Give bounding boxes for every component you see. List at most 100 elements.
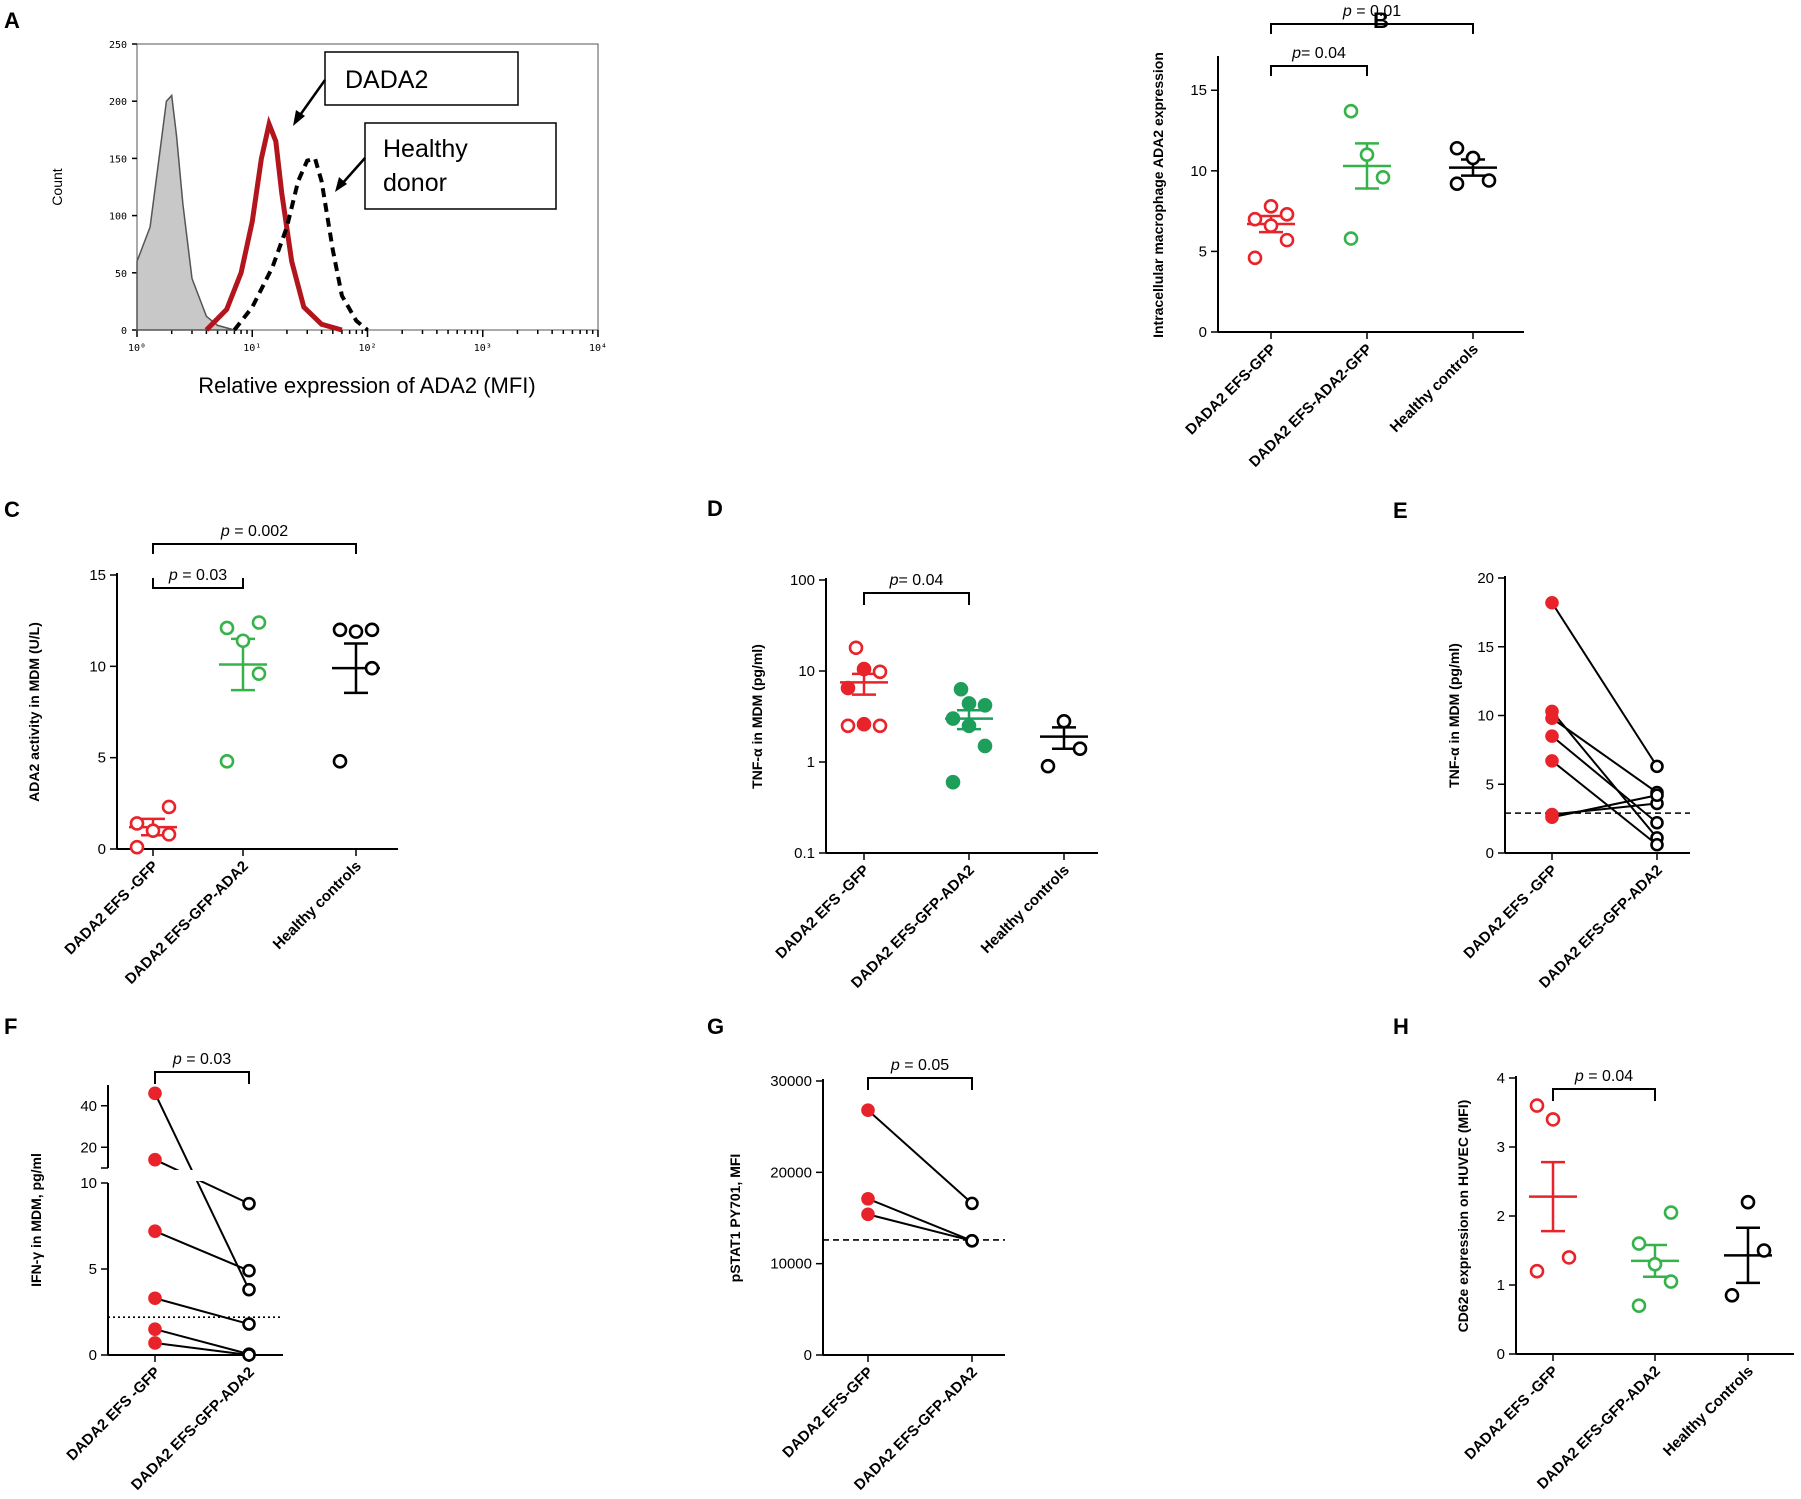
y-tick-label-C: 5 bbox=[98, 750, 106, 767]
pair-line-F bbox=[154, 1158, 250, 1205]
data-point-D bbox=[840, 680, 856, 696]
y-tick-label-A: 50 bbox=[115, 269, 127, 280]
data-point-D bbox=[953, 681, 969, 697]
y-axis-title-F: IFN-γ in MDM, pg/ml bbox=[28, 1153, 44, 1287]
category-label-H: Healthy Controls bbox=[1660, 1363, 1757, 1460]
category-label-B: Healthy controls bbox=[1387, 341, 1482, 436]
data-point-D bbox=[1056, 714, 1072, 729]
pair-line-E bbox=[1551, 735, 1658, 824]
y-tick-label-A: 250 bbox=[109, 40, 127, 51]
pair-line-G bbox=[867, 1197, 973, 1242]
axis-break-gap-F bbox=[98, 1170, 288, 1181]
p-value-F-value: = 0.03 bbox=[182, 1051, 231, 1068]
panel-letter-C: C bbox=[4, 497, 20, 522]
data-point-D bbox=[856, 716, 872, 732]
data-point-D bbox=[1072, 741, 1088, 757]
data-point-D bbox=[872, 664, 888, 680]
y-tick-label-G: 30000 bbox=[770, 1073, 812, 1090]
data-point-F bbox=[148, 1336, 162, 1350]
data-point-H bbox=[1529, 1098, 1545, 1113]
y-axis-title-G: pSTAT1 PY701, MFI bbox=[727, 1154, 743, 1283]
p-value-G: p = 0.05 bbox=[890, 1057, 949, 1074]
y-tick-label-D: 1 bbox=[807, 754, 815, 771]
p-value-H: p = 0.04 bbox=[1574, 1068, 1633, 1085]
y-tick-label-G: 10000 bbox=[770, 1256, 812, 1273]
significance-bracket-C bbox=[152, 543, 357, 554]
data-point-E bbox=[1650, 837, 1664, 852]
dada2-arrow bbox=[296, 79, 327, 119]
data-point-E bbox=[1545, 754, 1559, 768]
category-label-C: Healthy controls bbox=[270, 858, 365, 953]
data-point-C bbox=[129, 839, 145, 855]
data-point-F bbox=[148, 1291, 162, 1306]
data-point-H bbox=[1740, 1194, 1756, 1210]
data-point-C bbox=[364, 660, 380, 676]
y-tick-label-G: 20000 bbox=[770, 1164, 812, 1181]
data-point-D bbox=[945, 774, 961, 790]
y-tick-label-B: 10 bbox=[1190, 163, 1207, 180]
y-axis-title-A: Count bbox=[49, 168, 65, 205]
data-point-G bbox=[965, 1234, 979, 1248]
y-tick-label-A: 100 bbox=[109, 212, 127, 223]
data-point-B bbox=[1247, 250, 1263, 266]
y-tick-label-F: 10 bbox=[80, 1175, 97, 1192]
y-tick-label-F: 20 bbox=[80, 1139, 97, 1156]
data-point-D bbox=[977, 738, 993, 754]
data-point-C bbox=[161, 827, 177, 842]
pair-line-F bbox=[154, 1341, 250, 1356]
data-point-D bbox=[848, 640, 864, 656]
data-point-D bbox=[856, 661, 872, 677]
data-point-D bbox=[961, 696, 977, 711]
data-point-F bbox=[148, 1322, 162, 1336]
p-value-G-italic-p: p bbox=[890, 1057, 900, 1074]
pair-line-F bbox=[154, 1092, 250, 1291]
y-tick-label-C: 15 bbox=[89, 567, 106, 584]
y-tick-label-D: 0.1 bbox=[794, 845, 815, 862]
data-point-F bbox=[242, 1317, 256, 1331]
y-tick-label-H: 1 bbox=[1497, 1277, 1505, 1294]
data-point-C bbox=[348, 624, 364, 639]
y-tick-label-D: 100 bbox=[790, 572, 815, 589]
p-value-D-italic-p: p bbox=[889, 572, 899, 589]
data-point-F bbox=[148, 1086, 162, 1101]
y-tick-label-A: 150 bbox=[109, 154, 127, 165]
y-tick-label-B: 15 bbox=[1190, 82, 1207, 99]
p-value-B: p = 0.01 bbox=[1342, 3, 1401, 20]
panel-letter-H: H bbox=[1393, 1014, 1409, 1039]
category-label-F: DADA2 EFS -GFP bbox=[63, 1364, 163, 1464]
p-value-C-value: = 0.03 bbox=[178, 567, 227, 584]
x-axis-title-A: Relative expression of ADA2 (MFI) bbox=[198, 373, 535, 398]
healthy-donor-label-box bbox=[364, 122, 557, 210]
healthy-donor-histogram bbox=[232, 155, 369, 332]
y-tick-label-F: 0 bbox=[89, 1347, 97, 1364]
data-point-C bbox=[129, 816, 145, 831]
dada2-histogram bbox=[204, 115, 343, 333]
pair-line-F bbox=[154, 1297, 250, 1326]
x-tick-label-A: 10¹ bbox=[243, 343, 261, 354]
data-point-F bbox=[242, 1196, 256, 1211]
isotype-histogram bbox=[136, 93, 235, 331]
y-tick-label-C: 0 bbox=[98, 841, 106, 858]
p-value-B-value: = 0.01 bbox=[1352, 3, 1401, 20]
data-point-B bbox=[1279, 232, 1295, 248]
p-value-C: p = 0.03 bbox=[168, 567, 227, 584]
data-point-H bbox=[1545, 1112, 1561, 1127]
y-tick-label-G: 0 bbox=[804, 1347, 812, 1364]
data-point-H bbox=[1663, 1205, 1679, 1220]
data-point-F bbox=[242, 1263, 256, 1278]
y-tick-label-B: 0 bbox=[1199, 324, 1207, 341]
p-value-C: p = 0.002 bbox=[220, 523, 288, 540]
data-point-D bbox=[961, 718, 977, 734]
data-point-E bbox=[1545, 711, 1559, 726]
data-point-F bbox=[242, 1282, 256, 1297]
data-point-H bbox=[1631, 1236, 1647, 1251]
y-tick-label-C: 10 bbox=[89, 658, 106, 675]
y-tick-label-E: 20 bbox=[1477, 570, 1494, 587]
panel-letter-F: F bbox=[4, 1014, 17, 1039]
data-point-F bbox=[148, 1224, 162, 1238]
data-point-B bbox=[1359, 147, 1375, 163]
data-point-H bbox=[1561, 1250, 1577, 1265]
p-value-C-italic-p: p bbox=[168, 567, 178, 584]
dada2-arrowhead bbox=[293, 110, 305, 126]
